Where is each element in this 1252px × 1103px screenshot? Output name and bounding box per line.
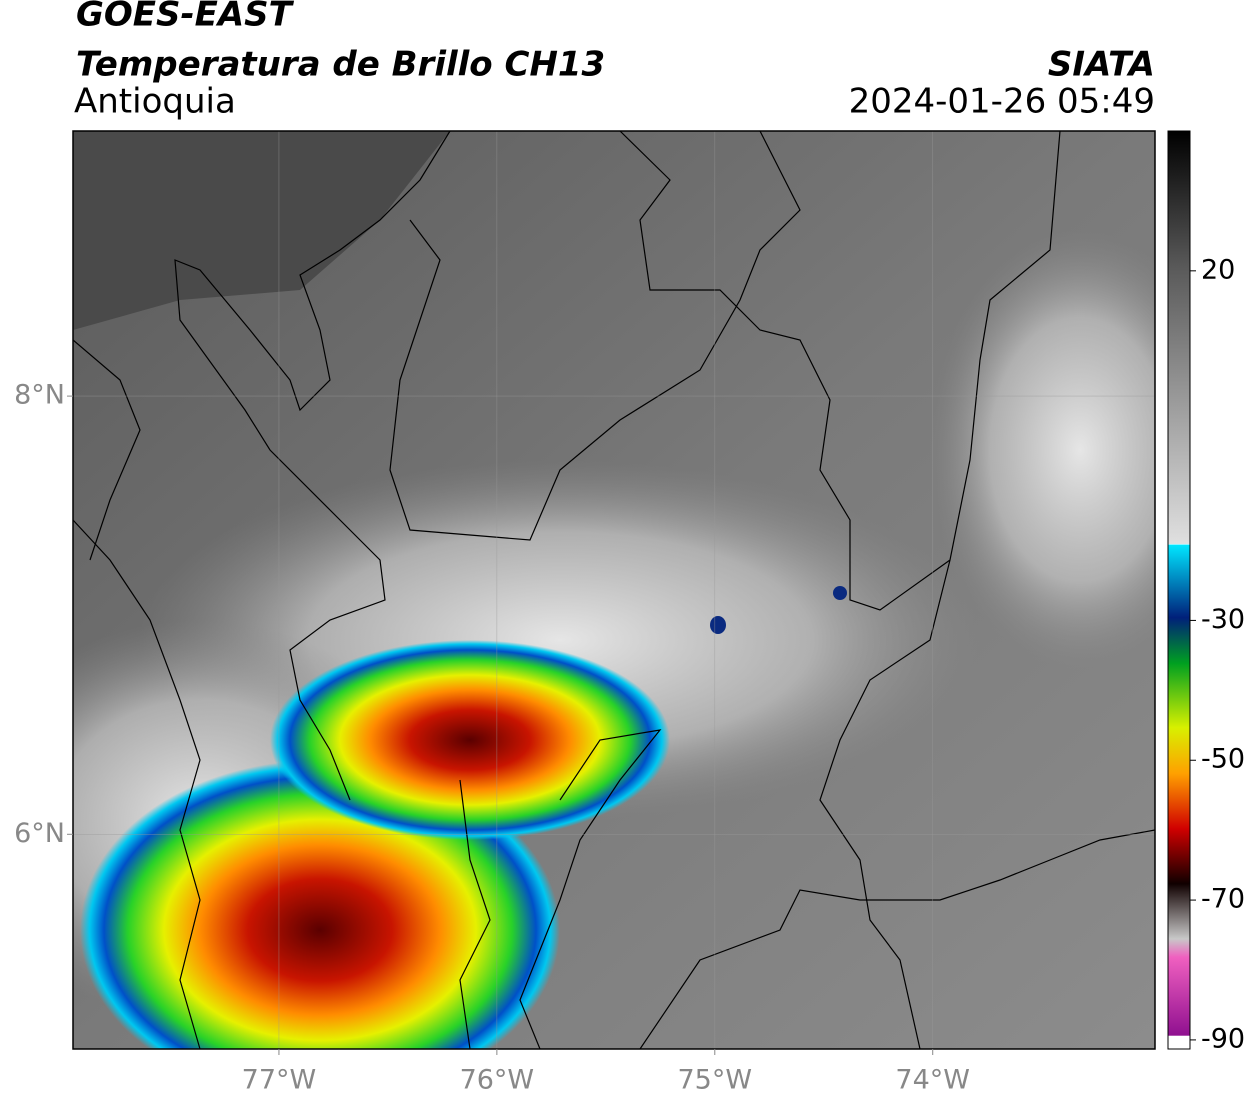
colorbar-tick-label: 20	[1201, 254, 1235, 285]
colorbar-tick-label: -90	[1201, 1023, 1245, 1054]
colorbar-tick-label: -30	[1201, 604, 1245, 635]
region: Antioquia	[74, 82, 236, 122]
x-tick-label: 74°W	[895, 1065, 970, 1096]
colorbar	[1167, 130, 1191, 1050]
source: SIATA	[1048, 45, 1155, 85]
y-tick-label: 8°N	[14, 380, 65, 411]
title: GOES-EAST	[76, 0, 295, 35]
datetime: 2024-01-26 05:49	[849, 82, 1155, 122]
map-frame	[72, 130, 1156, 1050]
x-tick-label: 76°W	[460, 1065, 535, 1096]
satellite-image	[73, 131, 1155, 1049]
x-tick-label: 77°W	[242, 1065, 317, 1096]
colorbar-tick-label: -70	[1201, 884, 1245, 915]
ticks: 77°W 76°W 75°W 74°W 8°N 6°N 20 -30 -50 -70 -90	[14, 254, 1245, 1095]
x-tick-label: 75°W	[678, 1065, 753, 1096]
subtitle: Temperatura de Brillo CH13	[76, 45, 605, 85]
y-tick-label: 6°N	[14, 818, 65, 849]
colorbar-tick-label: -50	[1201, 744, 1245, 775]
grid	[73, 131, 1155, 1049]
